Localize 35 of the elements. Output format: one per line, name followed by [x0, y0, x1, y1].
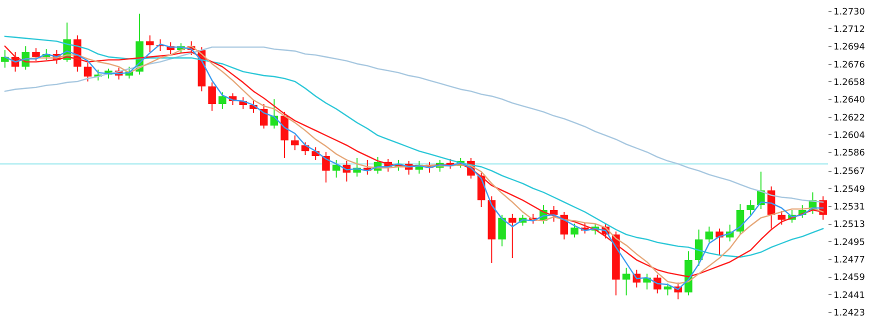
y-tick-label: 1.2730	[834, 7, 866, 18]
candlestick	[508, 213, 516, 259]
y-tick-label: 1.2423	[834, 308, 865, 318]
candlestick	[146, 34, 154, 53]
candlestick	[32, 48, 40, 62]
y-tick-label: 1.2549	[834, 184, 866, 195]
y-tick-label: 1.2640	[834, 96, 866, 106]
y-tick-label: 1.2513	[834, 220, 865, 230]
y-tick-label: 1.2622	[834, 113, 865, 124]
y-tick-label: 1.2531	[834, 202, 865, 213]
candlestick	[498, 214, 506, 247]
candlestick	[322, 152, 330, 184]
candlestick	[664, 283, 672, 296]
y-tick-label: 1.2658	[834, 78, 866, 88]
y-tick-label: 1.2676	[834, 60, 866, 70]
candlestick	[746, 200, 754, 216]
candlestick	[291, 134, 299, 151]
y-tick-label: 1.2712	[834, 24, 865, 35]
candlestick	[218, 92, 226, 110]
y-tick-label: 1.2441	[834, 290, 865, 301]
y-tick-label: 1.2459	[834, 273, 866, 284]
y-tick-label: 1.2694	[834, 42, 866, 53]
y-tick-label: 1.2477	[834, 256, 865, 266]
candlestick	[208, 82, 216, 112]
y-tick-label: 1.2604	[834, 130, 866, 141]
candlestick	[84, 62, 92, 82]
y-tick-label: 1.2586	[834, 148, 866, 159]
candlestick	[653, 274, 662, 294]
candlestick	[778, 210, 786, 226]
y-tick-label: 1.2567	[834, 167, 865, 178]
candlestick	[622, 267, 630, 296]
candlestick	[705, 226, 714, 243]
candlestick	[1, 50, 9, 68]
y-tick-label: 1.2495	[834, 238, 865, 248]
candlestick	[570, 223, 578, 238]
